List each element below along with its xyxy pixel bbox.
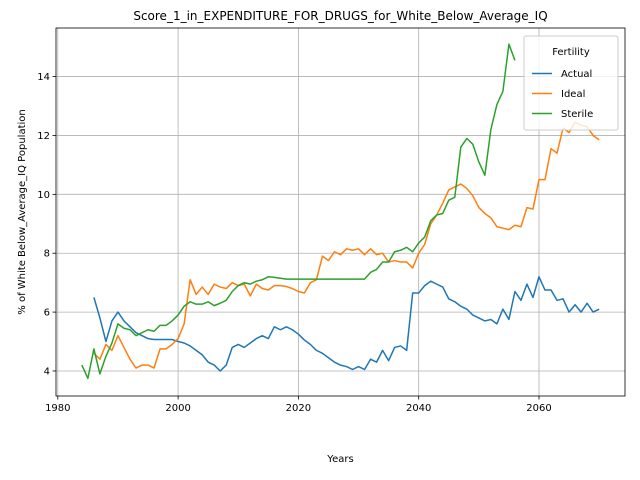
series-line-actual — [93, 276, 600, 372]
legend-label: Actual — [561, 69, 592, 80]
legend-label: Ideal — [561, 89, 585, 100]
legend-label: Sterile — [561, 109, 593, 120]
chart-title: Score_1_in_EXPENDITURE_FOR_DRUGS_for_Whi… — [133, 9, 547, 23]
x-axis-title: Years — [326, 454, 353, 465]
y-tick-label: 6 — [44, 308, 50, 319]
x-tick-label: 2040 — [406, 403, 431, 414]
y-tick-label: 8 — [44, 249, 50, 260]
y-tick-label: 14 — [37, 72, 50, 83]
series-line-ideal — [93, 121, 600, 369]
x-tick-label: 2020 — [286, 403, 311, 414]
axes-border — [55, 27, 626, 397]
x-tick-label: 1980 — [45, 403, 70, 414]
axes-frame — [55, 27, 626, 397]
y-tick-label: 4 — [44, 366, 50, 377]
legend: Fertility Actual Ideal Sterile — [523, 35, 619, 131]
y-axis-ticks: 4 6 8 10 12 14 — [37, 72, 56, 377]
legend-items: Actual Ideal Sterile — [532, 69, 593, 120]
y-axis-title: % of White Below_Average_IQ Population — [17, 109, 28, 314]
x-axis-ticks: 1980 2000 2020 2040 2060 — [45, 396, 552, 414]
series-line-sterile — [81, 43, 516, 380]
x-tick-label: 2000 — [165, 403, 190, 414]
y-tick-label: 12 — [37, 131, 50, 142]
series-lines — [81, 43, 600, 380]
y-tick-label: 10 — [37, 190, 50, 201]
legend-box — [523, 35, 619, 131]
x-tick-label: 2060 — [526, 403, 551, 414]
legend-title: Fertility — [552, 47, 590, 58]
